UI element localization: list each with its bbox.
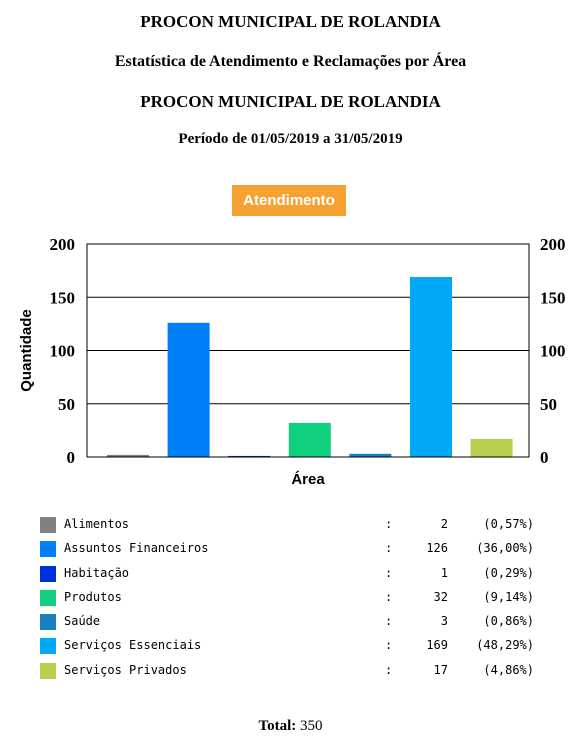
legend-percent: (48,29%) xyxy=(476,638,534,653)
legend-row: Assuntos Financeiros: 126 (36,00%) xyxy=(40,538,560,562)
legend-value: 2 xyxy=(440,517,448,531)
y-tick-label-right: 200 xyxy=(540,235,566,254)
y-axis-label: Quantidade xyxy=(18,309,35,392)
y-tick-label-left: 50 xyxy=(58,395,75,414)
legend-name: Assuntos Financeiros xyxy=(64,541,209,556)
legend-value: 32 xyxy=(433,589,448,604)
legend-name: Saúde xyxy=(64,614,101,629)
legend-percent: (0,57%) xyxy=(483,517,534,531)
legend-separator: : xyxy=(385,614,393,629)
legend-name: Habitação xyxy=(64,565,130,580)
y-tick-label-left: 150 xyxy=(50,288,76,307)
legend-value: 126 xyxy=(426,541,448,556)
bar xyxy=(228,455,271,457)
legend-swatch xyxy=(40,589,56,606)
bar-chart: 0 50 100 150 200 0 50 100 150 200 Quantidade Áre… xyxy=(18,235,566,488)
legend-separator: : xyxy=(385,517,393,531)
legend-row: Habitação: 1 (0,29%) xyxy=(40,563,560,587)
x-axis-label: Área xyxy=(291,471,325,488)
total-label: Total: xyxy=(258,718,297,734)
legend-name: Produtos xyxy=(64,589,122,604)
legend-row: Serviços Essenciais: 169 (48,29%) xyxy=(40,635,560,659)
legend-table: Alimentos: 2 (0,57%) Assuntos Financeiros: 1… xyxy=(40,514,560,684)
y-ticks-right: 0 50 100 150 200 xyxy=(540,235,566,467)
legend-name: Serviços Essenciais xyxy=(64,638,202,653)
legend-swatch xyxy=(40,638,56,655)
y-tick-label-left: 200 xyxy=(50,235,76,254)
legend-separator: : xyxy=(385,662,393,677)
report-title-secondary: PROCON MUNICIPAL DE ROLANDIA xyxy=(140,92,441,111)
y-tick-label-right: 150 xyxy=(540,288,566,307)
legend-percent: (0,29%) xyxy=(483,565,534,580)
bar xyxy=(349,453,392,457)
report-subtitle: Estatística de Atendimento e Reclamações… xyxy=(114,53,467,70)
legend-percent: (4,86%) xyxy=(483,662,534,677)
bar xyxy=(167,322,210,457)
legend-swatch xyxy=(40,662,56,679)
y-tick-label-right: 50 xyxy=(540,395,557,414)
legend-swatch xyxy=(40,614,56,631)
legend-row: Saúde: 3 (0,86%) xyxy=(40,611,560,635)
y-ticks-left: 0 50 100 150 200 xyxy=(50,235,76,467)
legend-swatch xyxy=(40,517,56,533)
legend-percent: (0,86%) xyxy=(483,614,534,629)
total-line: Total: 350 xyxy=(0,718,581,735)
y-tick-label-left: 0 xyxy=(67,448,76,467)
legend-swatch xyxy=(40,541,56,558)
report-title: PROCON MUNICIPAL DE ROLANDIA xyxy=(140,12,441,31)
legend-row: Alimentos: 2 (0,57%) xyxy=(40,514,560,538)
legend-percent: (36,00%) xyxy=(476,541,534,556)
legend-value: 3 xyxy=(440,614,448,629)
plot-frame xyxy=(86,243,530,458)
legend-value: 1 xyxy=(440,565,448,580)
legend-separator: : xyxy=(385,565,393,580)
legend-separator: : xyxy=(385,638,393,653)
y-tick-label-left: 100 xyxy=(50,342,76,361)
legend-row: Serviços Privados: 17 (4,86%) xyxy=(40,660,560,684)
y-tick-label-right: 100 xyxy=(540,342,566,361)
legend-name: Serviços Privados xyxy=(64,662,187,677)
bar xyxy=(470,438,513,457)
legend-separator: : xyxy=(385,541,393,556)
y-tick-label-right: 0 xyxy=(540,448,549,467)
bar xyxy=(410,277,452,457)
legend-percent: (9,14%) xyxy=(483,589,534,604)
report-period: Período de 01/05/2019 a 31/05/2019 xyxy=(178,131,403,147)
chart-bars xyxy=(107,277,513,457)
attendance-badge: Atendimento xyxy=(232,185,346,216)
legend-value: 17 xyxy=(433,662,448,677)
bar xyxy=(107,454,149,457)
legend-swatch xyxy=(40,565,56,582)
legend-separator: : xyxy=(385,589,393,604)
bar xyxy=(288,422,331,457)
legend-value: 169 xyxy=(426,638,448,653)
legend-row: Produtos: 32 (9,14%) xyxy=(40,587,560,611)
total-value: 350 xyxy=(300,718,323,734)
legend-name: Alimentos xyxy=(64,517,130,531)
